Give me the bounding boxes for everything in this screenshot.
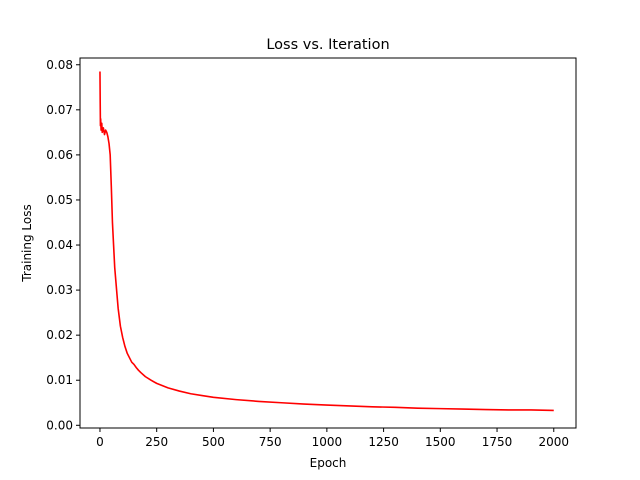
x-tick-label: 0 [96, 435, 104, 449]
y-tick-label: 0.02 [46, 328, 73, 342]
y-tick-label: 0.00 [46, 418, 73, 432]
x-tick-label: 1250 [368, 435, 399, 449]
x-tick-label: 1500 [425, 435, 456, 449]
y-tick-label: 0.06 [46, 148, 73, 162]
x-axis: 0 250 500 750 1000 1250 1500 1750 2000 [96, 428, 569, 449]
y-tick-label: 0.05 [46, 193, 73, 207]
plot-frame [79, 57, 577, 429]
x-axis-title: Epoch [310, 456, 347, 470]
y-axis: 0.00 0.01 0.02 0.03 0.04 0.05 0.06 0.07 0.08 [46, 58, 80, 432]
y-axis-title: Training Loss [20, 204, 34, 282]
x-tick-label: 1750 [482, 435, 513, 449]
x-tick-label: 1000 [312, 435, 343, 449]
x-tick-label: 250 [145, 435, 168, 449]
y-tick-label: 0.01 [46, 373, 73, 387]
x-tick-label: 2000 [538, 435, 569, 449]
series-line-0 [99, 71, 554, 412]
y-tick-label: 0.07 [46, 103, 73, 117]
plot-area [99, 71, 554, 412]
x-tick-label: 500 [202, 435, 225, 449]
y-tick-label: 0.04 [46, 238, 73, 252]
y-tick-label: 0.08 [46, 58, 73, 72]
y-tick-label: 0.03 [46, 283, 73, 297]
x-tick-label: 750 [259, 435, 282, 449]
chart-title: Loss vs. Iteration [266, 37, 389, 53]
